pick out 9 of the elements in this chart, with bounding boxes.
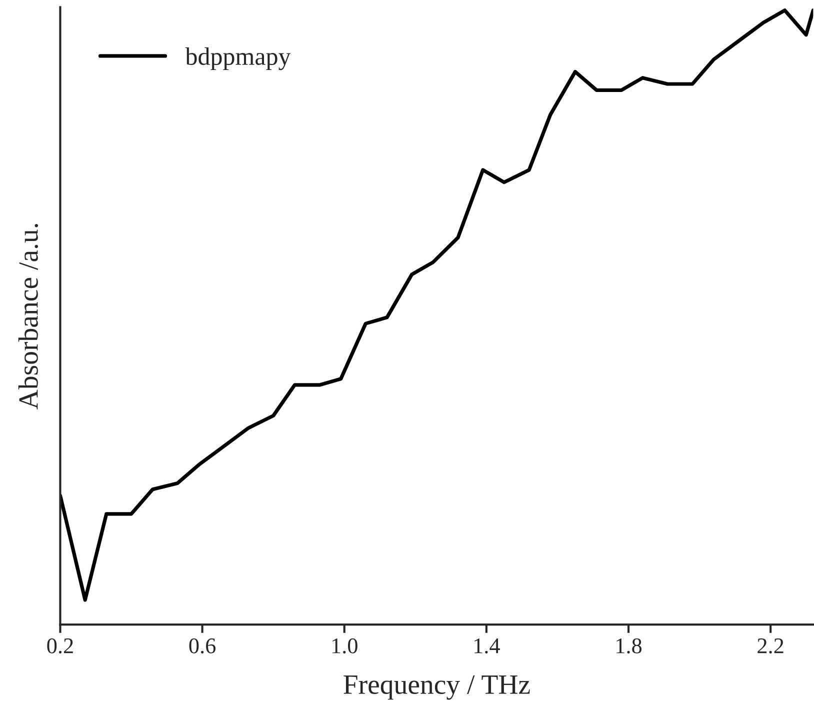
legend-label: bdppmapy [185,47,291,70]
x-axis-title: Frequency / THz [344,675,530,700]
x-tick-label: 0.6 [189,638,216,654]
x-tick-label: 1.0 [332,638,358,654]
x-tick-label: 2.2 [758,638,784,654]
x-tick-label: 1.8 [616,638,642,654]
y-axis-title: Absorbance /a.u. [18,224,38,410]
x-tick-label: 1.4 [474,638,500,654]
x-tick-label: 0.2 [47,638,73,654]
